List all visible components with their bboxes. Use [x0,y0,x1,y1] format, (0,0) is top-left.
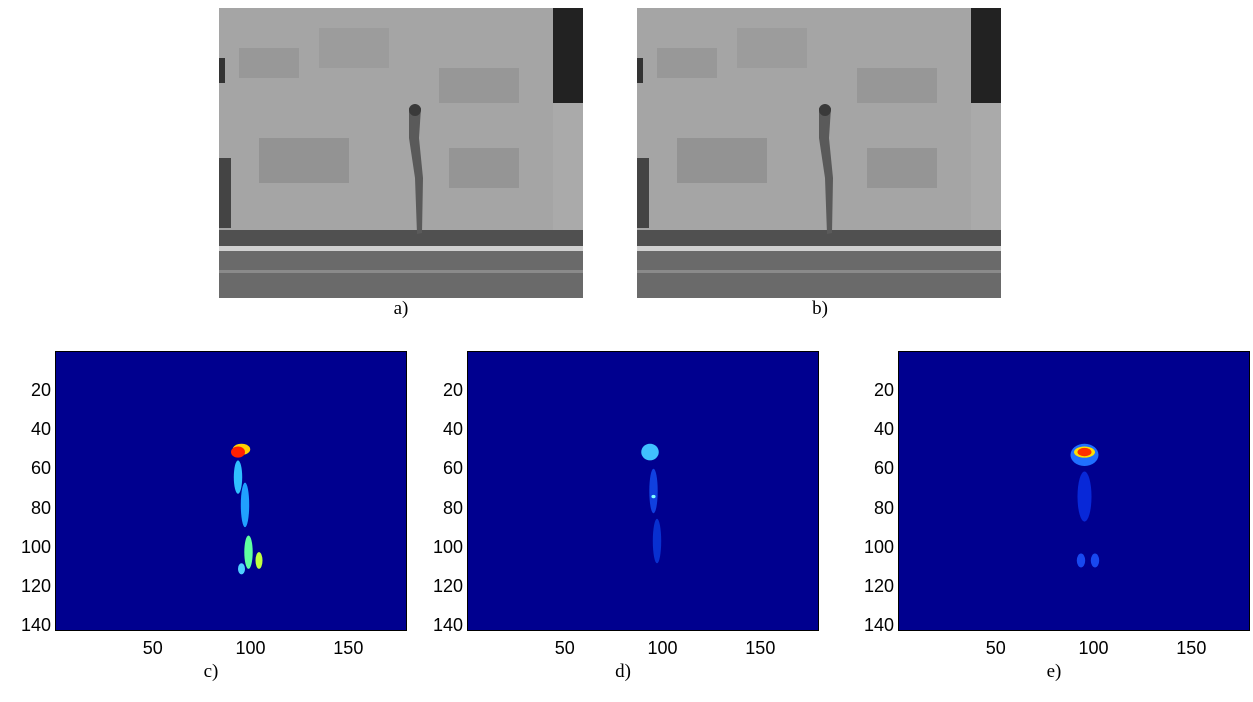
x-tick-label: 50 [142,638,163,658]
y-tick-label: 80 [442,497,463,518]
heatmap-plot-e [898,351,1250,631]
heatmap-blob [233,460,243,494]
heatmap-blob [240,482,250,528]
x-tick-label: 50 [554,638,575,658]
y-tick-label: 60 [30,458,51,479]
heatmap-blob [641,443,659,461]
y-tick-label: 120 [863,575,894,596]
heatmap-blob [1077,471,1092,522]
heatmap-blob [652,518,662,564]
heatmap-image [641,443,662,564]
caption-e: e) [1046,661,1062,682]
heatmap-blob [238,563,245,575]
caption-c: c) [203,661,219,682]
y-tick-label: 140 [432,615,463,636]
y-tick-label: 60 [442,458,463,479]
caption-a: a) [393,298,409,319]
y-tick-label: 20 [873,380,894,401]
heatmap-image [1070,443,1100,568]
y-tick-label: 100 [432,536,463,557]
y-tick-label: 120 [20,575,51,596]
y-tick-label: 60 [873,458,894,479]
photo-frame-b [637,8,1001,298]
y-tick-label: 120 [432,575,463,596]
heatmap-blob [244,535,253,569]
heatmap-blob [231,446,245,458]
x-tick-label: 150 [333,638,364,658]
heatmap-blob [1090,553,1100,568]
x-tick-label: 100 [235,638,266,658]
y-tick-label: 80 [873,497,894,518]
heatmap-plot-c [55,351,407,631]
y-tick-label: 140 [863,615,894,636]
heatmap-blob [255,552,263,569]
y-tick-label: 20 [30,380,51,401]
y-tick-label: 40 [30,419,51,440]
heatmap-blob [649,468,658,514]
caption-b: b) [812,298,828,319]
y-tick-label: 100 [863,536,894,557]
photo-frame-a [219,8,583,298]
heatmap-plot-d [467,351,819,631]
x-tick-label: 100 [1078,638,1109,658]
y-tick-label: 20 [442,380,463,401]
y-tick-label: 40 [442,419,463,440]
heatmap-image [231,443,263,575]
y-tick-label: 80 [30,497,51,518]
heatmap-blob [1076,553,1086,568]
street-photo-b [637,8,1001,298]
caption-d: d) [615,661,631,682]
heatmap-blob [1077,447,1092,457]
x-tick-label: 50 [985,638,1006,658]
y-tick-label: 40 [873,419,894,440]
y-tick-label: 100 [20,536,51,557]
y-tick-label: 140 [20,615,51,636]
x-tick-label: 150 [745,638,776,658]
heatmap-blob [651,494,656,499]
street-photo-a [219,8,583,298]
x-tick-label: 150 [1176,638,1207,658]
x-tick-label: 100 [647,638,678,658]
